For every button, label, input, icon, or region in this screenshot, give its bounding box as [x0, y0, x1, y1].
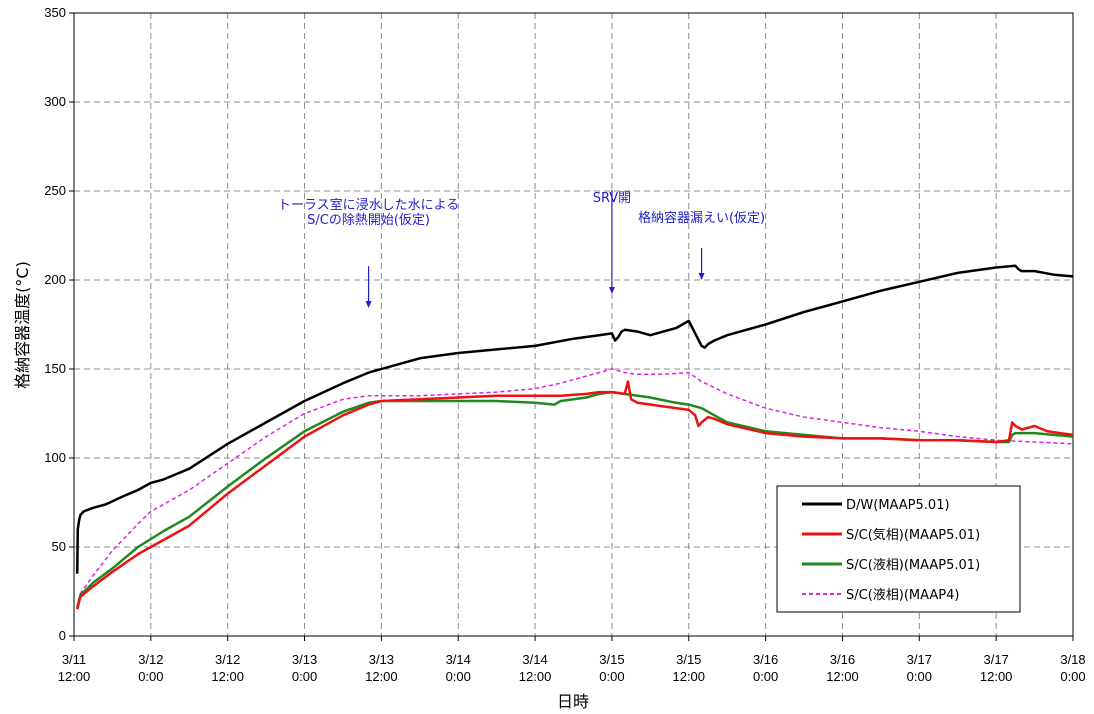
x-tick-label-time: 0:00	[1060, 669, 1085, 684]
legend-label: S/C(液相)(MAAP4)	[846, 588, 959, 603]
x-tick-label-time: 12:00	[211, 669, 244, 684]
y-tick-label: 250	[44, 183, 66, 198]
annotation-2: 格納容器漏えい(仮定)	[638, 210, 765, 280]
series-line-0	[75, 264, 1074, 574]
legend-label: D/W(MAAP5.01)	[846, 498, 950, 513]
annotation-text: トーラス室に浸水した水による	[278, 197, 459, 213]
x-tick-label-time: 0:00	[292, 669, 317, 684]
series-lines	[75, 264, 1074, 610]
x-tick-label-time: 12:00	[980, 669, 1013, 684]
x-axis-title: 日時	[557, 692, 589, 711]
x-tick-label-date: 3/16	[753, 652, 778, 667]
annotation-arrowhead	[698, 273, 705, 280]
x-tick-label-date: 3/14	[446, 652, 471, 667]
x-tick-label-date: 3/17	[907, 652, 932, 667]
x-tick-label-date: 3/12	[215, 652, 240, 667]
x-tick-label-time: 12:00	[826, 669, 859, 684]
x-tick-label-date: 3/15	[599, 652, 624, 667]
series-line-1	[75, 380, 1074, 610]
y-tick-label: 100	[44, 450, 66, 465]
x-tick-label-time: 0:00	[907, 669, 932, 684]
annotation-text: 格納容器漏えい(仮定)	[638, 210, 765, 226]
y-tick-label: 150	[44, 361, 66, 376]
x-tick-label-time: 0:00	[138, 669, 163, 684]
y-tick-label: 350	[44, 5, 66, 20]
annotation-arrowhead	[365, 301, 372, 308]
x-tick-label-date: 3/13	[369, 652, 394, 667]
x-tick-label-time: 0:00	[599, 669, 624, 684]
x-tick-label-date: 3/16	[830, 652, 855, 667]
x-tick-label-time: 0:00	[753, 669, 778, 684]
x-axis-ticks: 3/11 12:00 3/12 0:00 3/12 12:00 3/13 0:00 3/13 12…	[58, 636, 1086, 684]
legend-label: S/C(液相)(MAAP5.01)	[846, 558, 980, 573]
x-tick-label-time: 0:00	[446, 669, 471, 684]
x-tick-label-date: 3/12	[138, 652, 163, 667]
x-tick-label-time: 12:00	[58, 669, 91, 684]
x-tick-label-date: 3/14	[522, 652, 547, 667]
x-tick-label-date: 3/15	[676, 652, 701, 667]
x-tick-label-time: 12:00	[365, 669, 398, 684]
annotation-text: S/Cの除熱開始(仮定)	[307, 213, 430, 228]
y-tick-label: 300	[44, 94, 66, 109]
annotation-arrowhead	[608, 287, 615, 294]
y-tick-label: 0	[59, 628, 66, 643]
x-tick-label-date: 3/17	[983, 652, 1008, 667]
legend-label: S/C(気相)(MAAP5.01)	[846, 527, 980, 543]
y-tick-label: 50	[52, 539, 66, 554]
legend: D/W(MAAP5.01) S/C(気相)(MAAP5.01) S/C(液相)(MA…	[776, 485, 1021, 613]
plot-area-frame	[73, 12, 1074, 637]
x-tick-label-time: 12:00	[672, 669, 705, 684]
annotation-1: SRV開	[593, 190, 631, 294]
legend-box	[776, 485, 1021, 613]
x-tick-label-date: 3/13	[292, 652, 317, 667]
y-axis-title: 格納容器温度(°C)	[13, 261, 32, 389]
x-tick-label-time: 12:00	[519, 669, 552, 684]
x-tick-label-date: 3/18	[1060, 652, 1085, 667]
x-tick-label-date: 3/11	[62, 652, 86, 667]
y-axis-ticks: 0 50 100 150 200 250 300 350	[44, 5, 74, 643]
y-tick-label: 200	[44, 272, 66, 287]
